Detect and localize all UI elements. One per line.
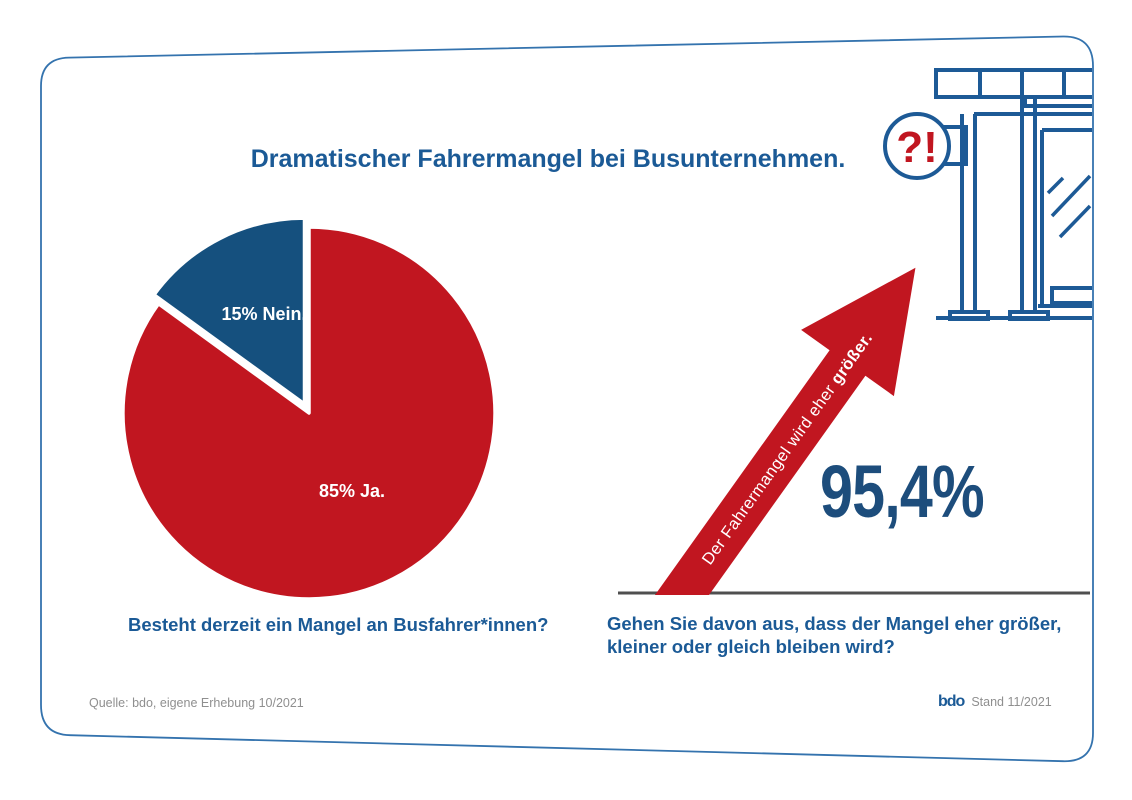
shelter-bench (1050, 286, 1092, 305)
bus-stop-drawing: ?! (883, 68, 1092, 321)
pie-slice-nein (152, 216, 307, 406)
trend-question: Gehen Sie davon aus, dass der Mangel ehe… (607, 612, 1061, 658)
trend-value: 95,4% (820, 450, 985, 533)
question-sign-circle (883, 112, 951, 180)
pie-label-ja: 85% Ja. (319, 481, 385, 501)
shelter-roof (934, 68, 1092, 99)
pie-label-nein: 15% Nein. (221, 304, 306, 324)
pie-slice-ja (121, 225, 497, 601)
pie-question: Besteht derzeit ein Mangel an Busfahrer*… (128, 614, 549, 635)
trend-question-line1: Gehen Sie davon aus, dass der Mangel ehe… (607, 613, 1062, 634)
footer-right: bdo Stand 11/2021 (938, 694, 1052, 710)
source-note: Quelle: bdo, eigene Erhebung 10/2021 (89, 696, 304, 710)
bus-stop-illustration: ?! (860, 58, 1092, 326)
glass-reflection (1050, 174, 1092, 218)
trend-figure: Der Fahrermangel wird eher größer. (618, 267, 1090, 595)
stand-note: Stand 11/2021 (971, 695, 1052, 709)
pie-chart: 15% Nein. 85% Ja. (121, 216, 497, 601)
page-title: Dramatischer Fahrermangel bei Busunterne… (250, 145, 846, 173)
trend-question-line2: kleiner oder gleich bleiben wird? (607, 636, 895, 657)
question-sign-text: ?! (896, 123, 938, 172)
bdo-logo: bdo (938, 693, 965, 710)
